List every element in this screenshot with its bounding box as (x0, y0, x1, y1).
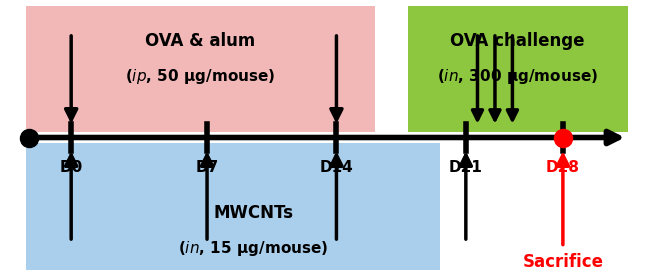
Text: OVA challenge: OVA challenge (450, 32, 585, 50)
Text: MWCNTs: MWCNTs (214, 204, 294, 222)
Bar (408, 6, 628, 132)
Text: D28: D28 (546, 160, 580, 175)
Text: Sacrifice: Sacrifice (522, 253, 604, 271)
Text: D7: D7 (195, 160, 219, 175)
Text: ($\it{in}$, 300 μg/mouse): ($\it{in}$, 300 μg/mouse) (437, 67, 598, 86)
Text: D0: D0 (60, 160, 83, 175)
Text: D21: D21 (449, 160, 483, 175)
Text: D14: D14 (320, 160, 353, 175)
Bar (26, 143, 440, 270)
Text: ($\it{ip}$, 50 μg/mouse): ($\it{ip}$, 50 μg/mouse) (126, 67, 276, 86)
Text: ($\it{in}$, 15 μg/mouse): ($\it{in}$, 15 μg/mouse) (179, 239, 329, 258)
Text: OVA & alum: OVA & alum (146, 32, 256, 50)
Bar (26, 6, 375, 132)
